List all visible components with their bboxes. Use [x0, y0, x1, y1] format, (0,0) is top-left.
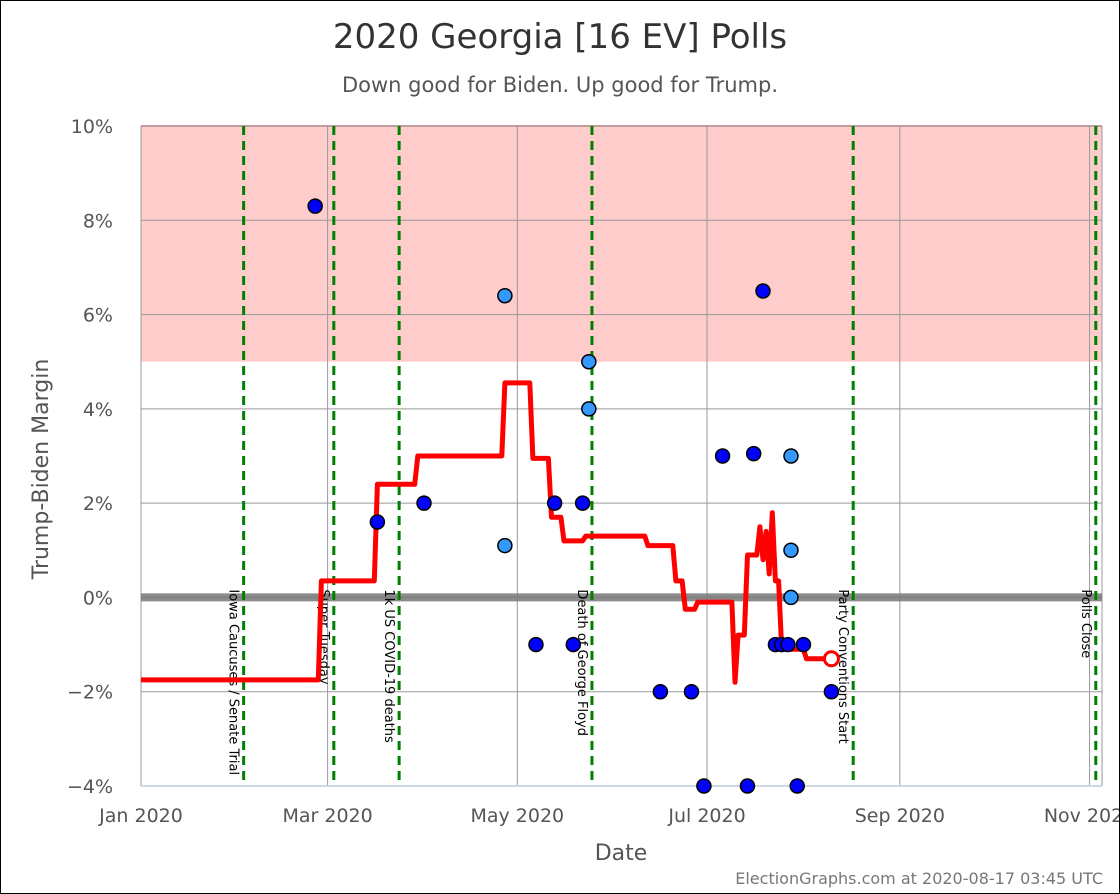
poll-point	[565, 636, 582, 653]
x-tick-label: Jan 2020	[98, 805, 183, 827]
x-axis-label: Date	[595, 841, 648, 866]
x-tick-label: Nov 2020	[1044, 805, 1119, 827]
y-tick-label: 0%	[83, 587, 113, 609]
poll-point	[369, 514, 386, 530]
plot-area: Iowa Caucuses / Senate Trial Super Tuesda…	[67, 116, 1119, 827]
y-tick-label: 8%	[83, 210, 113, 232]
poll-point	[789, 778, 805, 794]
poll-point	[581, 401, 597, 417]
y-tick-label: 10%	[71, 116, 113, 138]
x-tick-label: May 2020	[470, 805, 564, 827]
average-line	[141, 380, 832, 685]
poll-point	[497, 537, 513, 554]
poll-point	[714, 448, 731, 464]
average-end-marker	[822, 650, 840, 668]
poll-point	[528, 636, 544, 653]
poll-point	[795, 636, 812, 653]
y-tick-label: −4%	[67, 776, 113, 798]
credit-text: ElectionGraphs.com at 2020-08-17 03:45 U…	[735, 869, 1103, 888]
event-label: Polls Close	[1078, 589, 1093, 658]
poll-point	[574, 495, 591, 511]
x-tick-label: Sep 2020	[855, 805, 945, 827]
poll-point	[783, 589, 799, 606]
chart-title: 2020 Georgia [16 EV] Polls	[333, 17, 787, 57]
poll-point	[546, 495, 563, 511]
poll-point	[780, 636, 796, 653]
y-tick-label: 4%	[83, 399, 113, 421]
poll-point	[683, 683, 700, 700]
poll-point	[581, 353, 597, 370]
chart-subtitle: Down good for Biden. Up good for Trump.	[342, 73, 778, 97]
poll-point	[497, 287, 513, 304]
poll-point	[783, 542, 799, 559]
event-label: Party Conventions Start	[835, 589, 850, 743]
poll-point	[783, 448, 799, 464]
event-label: 1k US COVID-19 deaths	[381, 589, 396, 743]
poll-point	[652, 683, 669, 700]
poll-point	[307, 198, 323, 214]
y-tick-label: 6%	[83, 305, 113, 327]
event-label: Death of George Floyd	[574, 589, 589, 736]
x-tick-label: Mar 2020	[282, 805, 372, 827]
poll-point	[745, 445, 762, 462]
trump-shaded-band	[141, 126, 1102, 362]
poll-point	[416, 495, 432, 511]
poll-point	[696, 778, 712, 794]
y-tick-label: 2%	[83, 493, 113, 515]
y-axis-label: Trump-Biden Margin	[29, 359, 54, 581]
y-tick-label: −2%	[67, 682, 113, 704]
poll-point	[823, 683, 840, 700]
poll-point	[739, 778, 756, 794]
x-tick-label: Jul 2020	[667, 805, 745, 827]
poll-point	[755, 283, 771, 299]
